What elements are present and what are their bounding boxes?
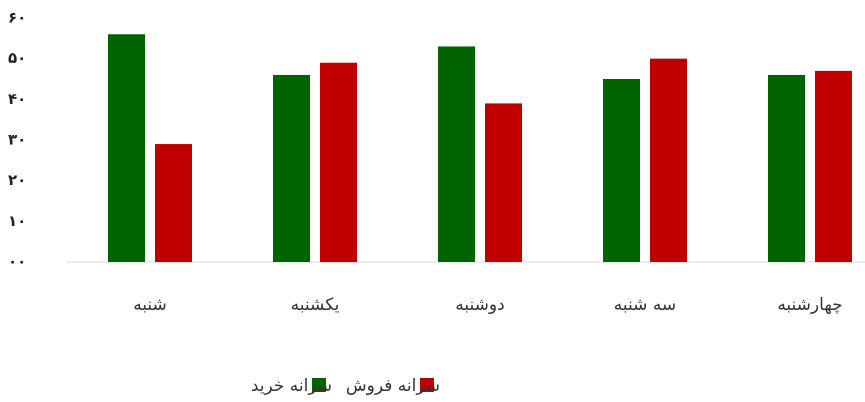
legend-swatch (420, 378, 434, 392)
bar (108, 34, 145, 263)
x-tick-label: دوشنبه (455, 295, 504, 315)
bar (603, 79, 640, 262)
bar (768, 74, 805, 262)
legend-swatch (312, 378, 326, 392)
bar (320, 62, 357, 262)
x-tick-label: سه شنبه (614, 295, 676, 315)
legend-label: سرانه خرید (251, 376, 332, 396)
y-tick-label: ۱۰ (8, 212, 26, 230)
y-tick-label: ۶۰ (8, 9, 26, 27)
x-tick-label: یکشنبه (291, 295, 340, 315)
bar (815, 70, 852, 262)
bar (485, 103, 522, 263)
y-tick-label: ۳۰ (8, 131, 26, 149)
bar (650, 58, 687, 262)
y-tick-label: ۴۰ (8, 90, 26, 108)
bar (273, 74, 310, 262)
x-tick-label: چهارشنبه (777, 295, 842, 315)
y-tick-label: ۰۰ (8, 253, 26, 271)
legend-label: سرانه فروش (346, 376, 440, 396)
bar (155, 144, 192, 262)
y-tick-label: ۲۰ (8, 171, 26, 189)
y-tick-label: ۵۰ (8, 49, 26, 67)
x-tick-label: شنبه (133, 295, 167, 315)
bar (438, 46, 475, 262)
